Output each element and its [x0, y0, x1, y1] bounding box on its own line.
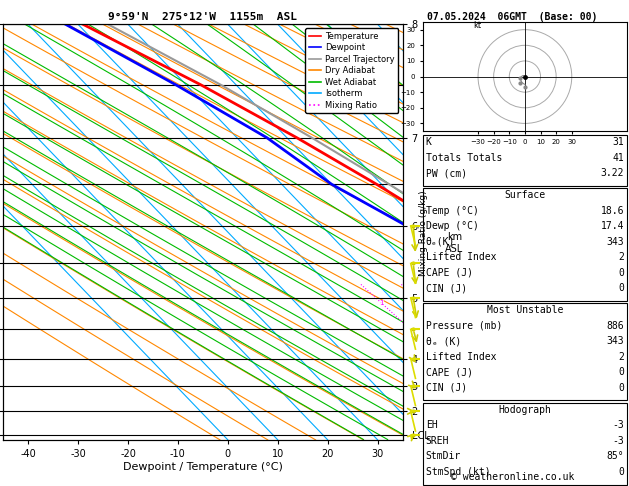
Text: Lifted Index: Lifted Index — [426, 252, 496, 262]
Text: 31: 31 — [612, 137, 624, 147]
Text: Hodograph: Hodograph — [498, 405, 552, 415]
Text: kt: kt — [474, 21, 481, 30]
Text: 41: 41 — [612, 153, 624, 163]
Title: 9°59'N  275°12'W  1155m  ASL: 9°59'N 275°12'W 1155m ASL — [108, 12, 298, 22]
Text: 2: 2 — [618, 352, 624, 362]
Text: EH: EH — [426, 420, 438, 431]
Text: 2: 2 — [618, 252, 624, 262]
Text: θₑ(K): θₑ(K) — [426, 237, 455, 247]
Text: 886: 886 — [606, 321, 624, 331]
Text: CAPE (J): CAPE (J) — [426, 268, 473, 278]
Text: StmDir: StmDir — [426, 451, 461, 462]
Text: 07.05.2024  06GMT  (Base: 00): 07.05.2024 06GMT (Base: 00) — [428, 12, 598, 22]
Text: 343: 343 — [606, 336, 624, 347]
Y-axis label: km
ASL: km ASL — [445, 232, 464, 254]
Text: PW (cm): PW (cm) — [426, 168, 467, 178]
Text: θₑ (K): θₑ (K) — [426, 336, 461, 347]
Legend: Temperature, Dewpoint, Parcel Trajectory, Dry Adiabat, Wet Adiabat, Isotherm, Mi: Temperature, Dewpoint, Parcel Trajectory… — [306, 29, 398, 113]
Text: 0: 0 — [618, 268, 624, 278]
Text: Most Unstable: Most Unstable — [487, 305, 563, 315]
Text: 343: 343 — [606, 237, 624, 247]
Text: © weatheronline.co.uk: © weatheronline.co.uk — [451, 472, 574, 482]
Text: CIN (J): CIN (J) — [426, 283, 467, 294]
Text: Lifted Index: Lifted Index — [426, 352, 496, 362]
Text: Pressure (mb): Pressure (mb) — [426, 321, 502, 331]
Text: CAPE (J): CAPE (J) — [426, 367, 473, 378]
Text: Surface: Surface — [504, 190, 545, 200]
Text: 0: 0 — [618, 383, 624, 393]
Text: Temp (°C): Temp (°C) — [426, 206, 479, 216]
Text: -3: -3 — [612, 420, 624, 431]
Text: 1: 1 — [379, 300, 384, 306]
Text: Dewp (°C): Dewp (°C) — [426, 221, 479, 231]
X-axis label: Dewpoint / Temperature (°C): Dewpoint / Temperature (°C) — [123, 462, 283, 471]
Text: 0: 0 — [618, 367, 624, 378]
Text: 3.22: 3.22 — [601, 168, 624, 178]
Text: 0: 0 — [618, 467, 624, 477]
Text: SREH: SREH — [426, 436, 449, 446]
Text: Mixing Ratio (g/kg): Mixing Ratio (g/kg) — [419, 191, 428, 276]
Text: 18.6: 18.6 — [601, 206, 624, 216]
Text: CIN (J): CIN (J) — [426, 383, 467, 393]
Text: StmSpd (kt): StmSpd (kt) — [426, 467, 491, 477]
Text: -3: -3 — [612, 436, 624, 446]
Text: 17.4: 17.4 — [601, 221, 624, 231]
Text: Totals Totals: Totals Totals — [426, 153, 502, 163]
Text: 85°: 85° — [606, 451, 624, 462]
Text: K: K — [426, 137, 431, 147]
Text: 0: 0 — [618, 283, 624, 294]
